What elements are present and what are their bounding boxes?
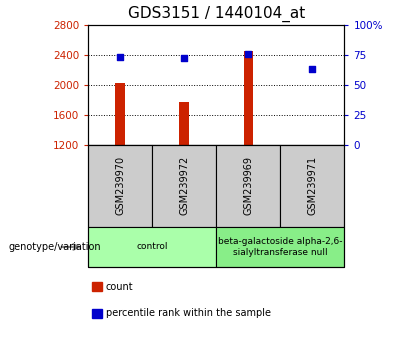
Bar [179,102,189,145]
Text: control: control [136,242,168,251]
Point [181,56,188,61]
Text: GSM239970: GSM239970 [115,156,125,216]
Text: percentile rank within the sample: percentile rank within the sample [106,308,271,318]
Bar [116,84,125,145]
Bar [244,51,253,145]
Text: genotype/variation: genotype/variation [8,242,101,252]
Point [117,55,123,60]
Text: GSM239969: GSM239969 [243,156,253,215]
Point [309,67,316,72]
Text: count: count [106,282,134,292]
Text: GSM239972: GSM239972 [179,156,189,216]
Title: GDS3151 / 1440104_at: GDS3151 / 1440104_at [128,6,305,22]
Point [245,51,252,57]
Text: GSM239971: GSM239971 [307,156,318,216]
Text: beta-galactoside alpha-2,6-
sialyltransferase null: beta-galactoside alpha-2,6- sialyltransf… [218,237,343,257]
